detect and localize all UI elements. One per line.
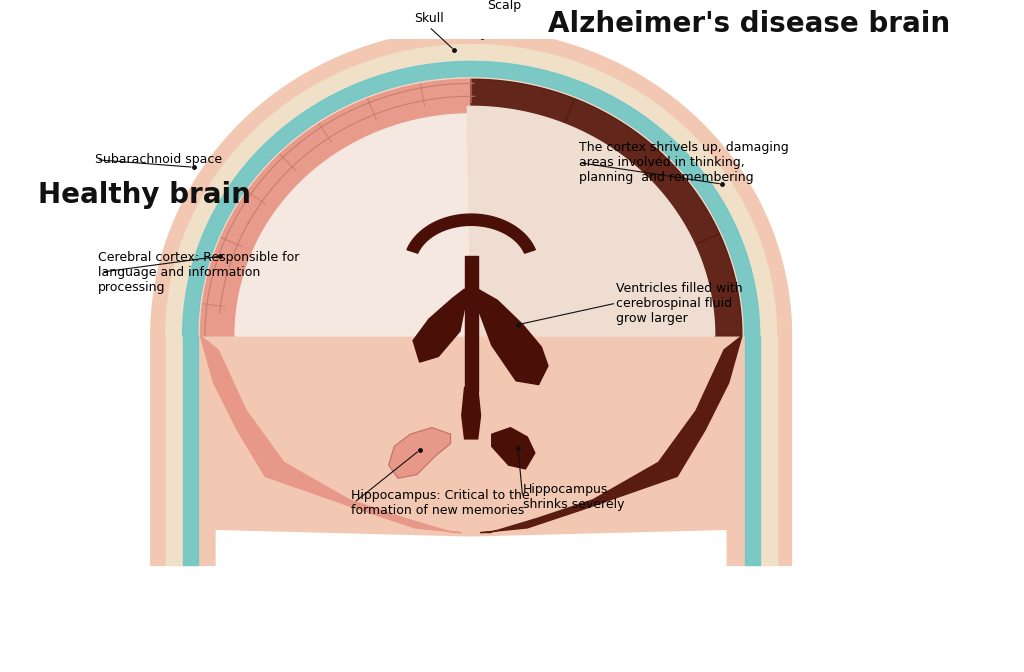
Text: Skull: Skull — [414, 12, 443, 25]
Polygon shape — [182, 61, 760, 336]
Text: Hippocampus
shrinks severely: Hippocampus shrinks severely — [522, 483, 625, 511]
Text: Healthy brain: Healthy brain — [38, 181, 251, 210]
Polygon shape — [462, 387, 480, 439]
Polygon shape — [478, 289, 548, 384]
Polygon shape — [166, 44, 776, 336]
Polygon shape — [643, 155, 720, 245]
Polygon shape — [407, 214, 536, 253]
Polygon shape — [201, 336, 462, 533]
Polygon shape — [200, 78, 742, 336]
Polygon shape — [564, 99, 663, 173]
Polygon shape — [368, 79, 471, 131]
Text: Scalp: Scalp — [486, 0, 521, 11]
Text: Ventricles filled with
cerebrospinal fluid
grow larger: Ventricles filled with cerebrospinal flu… — [616, 282, 743, 325]
Polygon shape — [465, 256, 478, 392]
Text: Alzheimer's disease brain: Alzheimer's disease brain — [548, 10, 950, 38]
Polygon shape — [694, 234, 741, 336]
Polygon shape — [236, 114, 475, 336]
Text: The cortex shrivels up, damaging
areas involved in thinking,
planning  and remem: The cortex shrivels up, damaging areas i… — [579, 141, 788, 184]
Polygon shape — [201, 238, 253, 336]
Text: Hippocampus: Critical to the
formation of new memories: Hippocampus: Critical to the formation o… — [351, 489, 529, 517]
Polygon shape — [182, 336, 198, 565]
Polygon shape — [221, 155, 304, 251]
Polygon shape — [760, 336, 776, 565]
Polygon shape — [492, 427, 535, 469]
Polygon shape — [166, 336, 182, 565]
Polygon shape — [744, 336, 760, 565]
Polygon shape — [467, 106, 715, 336]
Polygon shape — [280, 99, 381, 179]
Text: Subarachnoid space: Subarachnoid space — [94, 153, 222, 166]
Polygon shape — [471, 79, 574, 124]
Polygon shape — [480, 336, 741, 533]
Polygon shape — [151, 30, 792, 565]
Text: Cerebral cortex: Responsible for
language and information
processing: Cerebral cortex: Responsible for languag… — [98, 251, 300, 294]
Polygon shape — [216, 531, 726, 565]
Polygon shape — [413, 289, 465, 362]
Polygon shape — [389, 427, 451, 478]
